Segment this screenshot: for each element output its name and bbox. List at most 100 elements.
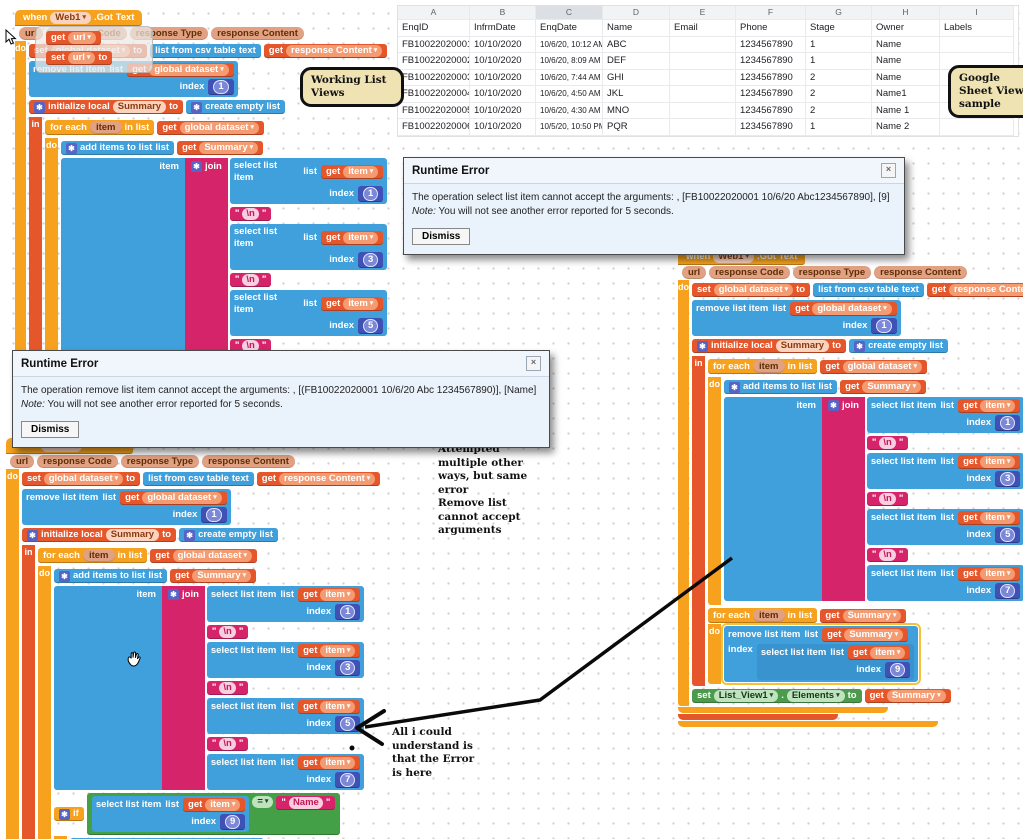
sheet-cell[interactable]: MNO [603,102,670,119]
blocks-stack-foreach-remove[interactable]: when Web1 ▾ .Got Text url response Code r… [678,248,1023,727]
sheet-cell[interactable]: 10/5/20, 10:50 PM [536,119,603,136]
sheet-cell[interactable]: 10/10/2020 [470,53,536,70]
sheet-cell[interactable]: 10/10/2020 [470,69,536,86]
number-block[interactable]: 1 [995,415,1021,431]
sheet-cell[interactable] [670,36,736,53]
variable-dropdown[interactable]: url ▾ [68,32,96,44]
mutator-gear-icon[interactable]: ✱ [59,570,70,582]
newline-text-block[interactable]: " \n " [206,737,249,751]
sheet-cell[interactable]: 1 [806,119,872,136]
item-var-dropdown[interactable]: item▾ [980,456,1016,468]
number-block[interactable]: 9 [885,662,911,678]
operator-dropdown[interactable]: = ▾ [252,796,274,808]
mutator-gear-icon[interactable]: ✱ [184,529,196,541]
sheet-header-cell[interactable]: Email [670,20,736,37]
sheet-column-letter[interactable]: E [670,6,736,20]
variable-dropdown[interactable]: global dataset▾ [842,360,922,373]
newline-text-block[interactable]: " \n " [229,207,272,221]
number-block[interactable]: 9 [220,814,246,830]
list-from-csv-block[interactable]: list from csv table text [813,283,924,297]
variable-dropdown[interactable]: global dataset▾ [812,303,892,315]
number-block[interactable]: 7 [995,583,1021,599]
list-from-csv-block[interactable]: list from csv table text [150,44,261,58]
sheet-column-letter[interactable]: A [398,6,470,20]
loop-var-pill[interactable]: item [752,609,785,622]
sheet-cell[interactable]: 1 [806,53,872,70]
loop-var-pill[interactable]: item [752,360,785,373]
loop-var-pill[interactable]: item [89,121,122,134]
sheet-cell[interactable]: FB10022020005 [398,102,470,119]
for-each-summary-block[interactable]: for each item in list get Summary ▾ do remov… [708,608,922,685]
newline-text-block[interactable]: " \n " [866,492,909,506]
sheet-cell[interactable]: 2 [806,102,872,119]
number-block[interactable]: 7 [335,772,361,788]
item-var-dropdown[interactable]: item▾ [870,647,906,659]
item-var-dropdown[interactable]: item▾ [980,512,1016,524]
sheet-cell[interactable]: 10/10/2020 [470,119,536,136]
select-list-item-block[interactable]: select list item list get item ▾ index 3 [206,642,365,678]
sheet-cell[interactable]: DEF [603,53,670,70]
property-dropdown[interactable]: Elements▾ [786,690,845,702]
mutator-gear-icon[interactable]: ✱ [697,340,708,352]
mutator-gear-icon[interactable]: ✱ [191,101,203,113]
sheet-cell[interactable] [670,102,736,119]
select-list-item-block[interactable]: select list item list get item ▾ index 1 [866,397,1023,433]
variable-dropdown[interactable]: global dataset▾ [713,284,794,296]
join-block[interactable]: ✱ join [162,586,205,790]
param-response-type[interactable]: response Type [120,455,200,468]
variable-dropdown[interactable]: Summary▾ [199,142,259,154]
sheet-cell[interactable]: 1234567890 [736,36,806,53]
number-block[interactable]: 3 [358,252,384,268]
item-var-dropdown[interactable]: item▾ [320,757,356,769]
local-var-name[interactable]: Summary [775,340,830,352]
variable-dropdown[interactable]: global dataset▾ [172,549,252,562]
sheet-cell[interactable]: Name [872,69,940,86]
variable-dropdown[interactable]: global dataset▾ [43,473,124,485]
item-var-dropdown[interactable]: item▾ [320,645,356,657]
param-response-content[interactable]: response Content [874,266,967,279]
sheet-cell[interactable]: 1 [806,36,872,53]
sheet-cell[interactable] [670,69,736,86]
variable-dropdown[interactable]: url ▾ [67,52,96,64]
param-response-content[interactable]: response Content [211,27,304,40]
sheet-cell[interactable]: FB10022020002 [398,53,470,70]
sheet-column-letter[interactable]: G [806,6,872,20]
sheet-cell[interactable]: FB10022020004 [398,86,470,103]
dragged-blocks-ghost[interactable]: get url ▾ set url ▾ to [35,26,153,73]
newline-text-block[interactable]: " \n " [866,436,909,450]
sheet-cell[interactable]: Name [872,53,940,70]
mutator-gear-icon[interactable]: ✱ [27,529,38,541]
sheet-cell[interactable]: Name1 [872,86,940,103]
number-block[interactable]: 3 [995,471,1021,487]
sheet-cell[interactable]: Name [872,36,940,53]
item-var-dropdown[interactable]: item▾ [320,589,356,601]
sheet-cell[interactable]: Name 1 [872,102,940,119]
select-list-item-block[interactable]: select list item list get item ▾ index 1 [206,586,365,622]
remove-list-item-block-highlighted[interactable]: remove list item list get Summary ▾ index s… [720,623,922,685]
select-list-item-block[interactable]: select list item list get item ▾ index 3 [229,224,388,270]
sheet-cell[interactable]: ABC [603,36,670,53]
param-url[interactable]: url [10,455,35,468]
number-block[interactable]: 1 [208,79,234,95]
sheet-cell[interactable]: 1234567890 [736,86,806,103]
mutator-gear-icon[interactable]: ✱ [729,381,740,393]
add-items-to-list-block[interactable]: ✱ add items to list list [724,380,838,394]
sheet-header-cell[interactable]: Phone [736,20,806,37]
sheet-cell[interactable]: 1234567890 [736,53,806,70]
add-items-to-list-block[interactable]: ✱ add items to list list [61,141,175,155]
mutator-gear-icon[interactable]: ✱ [828,400,839,411]
sheet-cell[interactable]: FB10022020001 [398,36,470,53]
select-list-item-block[interactable]: select list item list get item ▾ index 3 [866,453,1023,489]
component-dropdown[interactable]: List_View1▾ [713,690,779,702]
